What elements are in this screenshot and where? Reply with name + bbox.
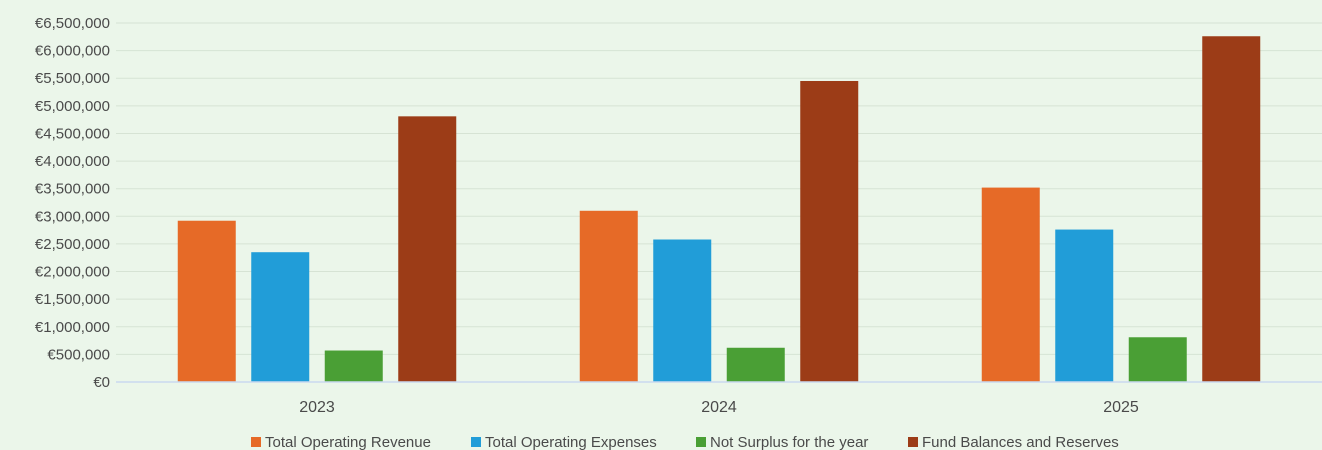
bar-fund-balances-and-reserves-2025 xyxy=(1202,36,1261,383)
legend: Total Operating Revenue Total Operating E… xyxy=(251,434,1119,450)
y-tick-label: €2,000,000 xyxy=(35,264,110,281)
legend-label: Not Surplus for the year xyxy=(710,434,868,450)
legend-swatch xyxy=(696,437,706,447)
bar-fund-balances-and-reserves-2023 xyxy=(398,116,457,382)
y-tick-label: €4,500,000 xyxy=(35,125,110,142)
y-tick-label: €1,500,000 xyxy=(35,291,110,308)
bar-fund-balances-and-reserves-2024 xyxy=(800,80,859,382)
y-tick-label: €2,500,000 xyxy=(35,236,110,253)
y-tick-label: €6,000,000 xyxy=(35,43,110,60)
bar-total-operating-expenses-2025 xyxy=(1055,229,1114,382)
legend-label: Total Operating Revenue xyxy=(265,434,431,450)
x-tick-label: 2024 xyxy=(701,399,737,416)
grid-lines xyxy=(116,22,1322,355)
bar-not-surplus-for-the-year-2025 xyxy=(1128,337,1187,382)
y-axis-ticks: €0 €500,000 €1,000,000 €1,500,000 €2,000,000… xyxy=(35,15,110,391)
y-tick-label: €5,000,000 xyxy=(35,98,110,115)
bars xyxy=(177,36,1261,383)
x-tick-label: 2023 xyxy=(299,399,335,416)
bar-not-surplus-for-the-year-2023 xyxy=(324,350,383,382)
bar-not-surplus-for-the-year-2024 xyxy=(726,347,785,382)
bar-total-operating-expenses-2024 xyxy=(653,239,712,382)
bar-total-operating-revenue-2024 xyxy=(579,210,638,382)
y-tick-label: €6,500,000 xyxy=(35,15,110,32)
y-tick-label: €500,000 xyxy=(47,346,110,363)
bar-total-operating-expenses-2023 xyxy=(251,252,310,382)
legend-swatch xyxy=(251,437,261,447)
legend-label: Fund Balances and Reserves xyxy=(922,434,1119,450)
legend-swatch xyxy=(471,437,481,447)
y-tick-label: €3,500,000 xyxy=(35,181,110,198)
y-tick-label: €4,000,000 xyxy=(35,153,110,170)
x-tick-label: 2025 xyxy=(1103,399,1139,416)
y-tick-label: €1,000,000 xyxy=(35,319,110,336)
x-axis-ticks: 2023 2024 2025 xyxy=(299,399,1139,416)
legend-swatch xyxy=(908,437,918,447)
y-tick-label: €3,000,000 xyxy=(35,208,110,225)
bar-total-operating-revenue-2025 xyxy=(981,187,1040,382)
y-tick-label: €5,500,000 xyxy=(35,70,110,87)
legend-label: Total Operating Expenses xyxy=(485,434,657,450)
bar-total-operating-revenue-2023 xyxy=(177,220,236,382)
y-tick-label: €0 xyxy=(93,374,110,391)
